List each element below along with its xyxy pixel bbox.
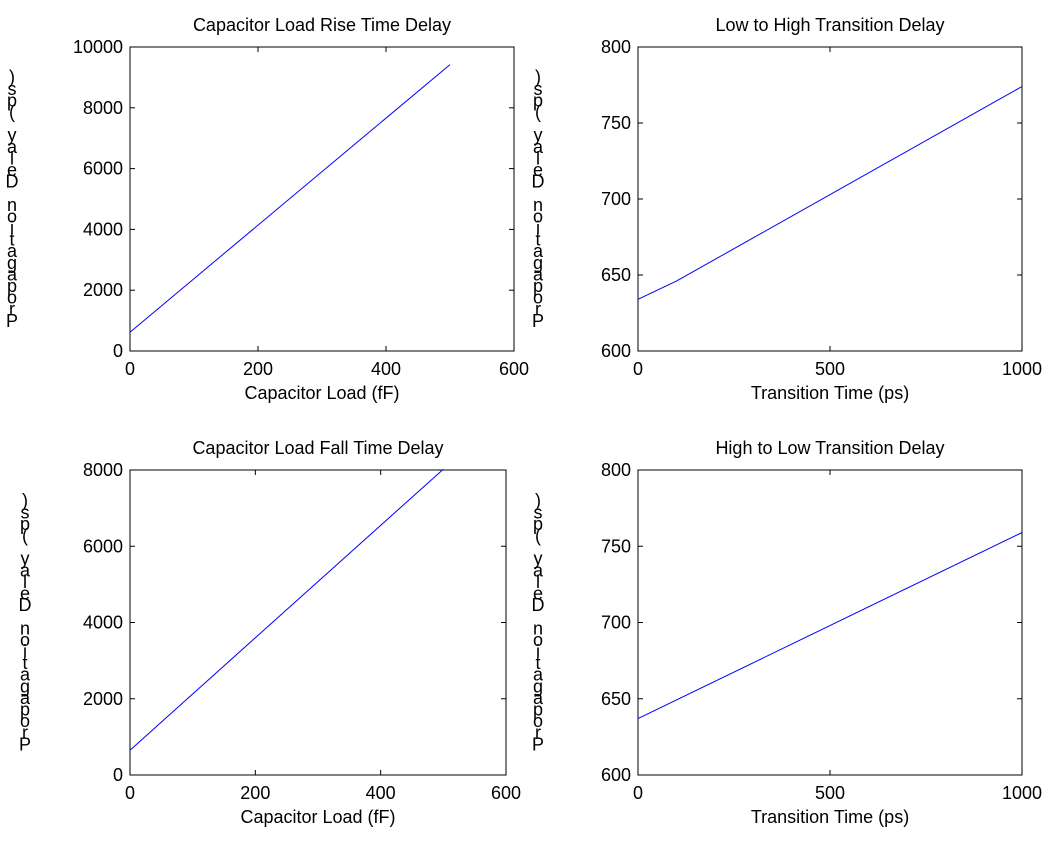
subplot-4: 0 500 1000 600 650 700 750 800 High to Low Trans… xyxy=(532,438,1043,827)
y-tick-label: 750 xyxy=(601,113,631,133)
y-tick-label: 600 xyxy=(601,765,631,785)
x-tick-label: 600 xyxy=(491,783,521,803)
x-tick-label: 1000 xyxy=(1002,359,1042,379)
y-tick-label: 700 xyxy=(601,189,631,209)
x-axis-label: Capacitor Load (fF) xyxy=(244,383,399,403)
x-tick-label: 400 xyxy=(366,783,396,803)
y-tick-label: 8000 xyxy=(83,98,123,118)
x-tick-label: 200 xyxy=(243,359,273,379)
x-axis-label: Transition Time (ps) xyxy=(751,383,909,403)
x-tick-label: 1000 xyxy=(1002,783,1042,803)
subplot-1: 0 200 400 6000200040006000800010000Capacito… xyxy=(6,15,530,403)
axes-box xyxy=(637,469,1023,776)
series-line xyxy=(637,86,1023,300)
axes-box xyxy=(129,46,515,352)
x-tick-label: 0 xyxy=(633,783,643,803)
y-tick-label: 750 xyxy=(601,536,631,556)
x-tick-label: 0 xyxy=(633,359,643,379)
subplot-2: 0 500 1000 600 650 700 750 800 Low to High Trans… xyxy=(532,15,1043,403)
y-tick-label: 650 xyxy=(601,265,631,285)
series-line xyxy=(129,468,444,751)
y-tick-label: 6000 xyxy=(83,536,123,556)
y-tick-label: 800 xyxy=(601,460,631,480)
chart-title: Low to High Transition Delay xyxy=(715,15,944,35)
y-tick-label: 650 xyxy=(601,689,631,709)
x-tick-label: 400 xyxy=(371,359,401,379)
y-tick-label: 6000 xyxy=(83,159,123,179)
y-tick-label: 10000 xyxy=(73,37,123,57)
y-tick-label: 2000 xyxy=(83,689,123,709)
y-tick-label: 0 xyxy=(113,341,123,361)
y-tick-label: 700 xyxy=(601,613,631,633)
y-tick-label: 0 xyxy=(113,765,123,785)
x-tick-label: 500 xyxy=(815,783,845,803)
chart-title: Capacitor Load Rise Time Delay xyxy=(193,15,451,35)
y-tick-label: 8000 xyxy=(83,460,123,480)
x-axis-label: Capacitor Load (fF) xyxy=(240,807,395,827)
x-tick-label: 0 xyxy=(125,359,135,379)
chart-title: Capacitor Load Fall Time Delay xyxy=(192,438,443,458)
chart-title: High to Low Transition Delay xyxy=(715,438,944,458)
series-line xyxy=(129,64,451,333)
x-tick-label: 600 xyxy=(499,359,529,379)
axes-box xyxy=(637,46,1023,352)
axes-box xyxy=(129,469,507,776)
y-tick-label: 600 xyxy=(601,341,631,361)
x-axis-label: Transition Time (ps) xyxy=(751,807,909,827)
x-tick-label: 200 xyxy=(240,783,270,803)
y-tick-label: 4000 xyxy=(83,219,123,239)
y-tick-label: 800 xyxy=(601,37,631,57)
y-tick-label: 2000 xyxy=(83,280,123,300)
series-line xyxy=(637,532,1023,720)
y-tick-label: 4000 xyxy=(83,613,123,633)
x-tick-label: 500 xyxy=(815,359,845,379)
x-tick-label: 0 xyxy=(125,783,135,803)
